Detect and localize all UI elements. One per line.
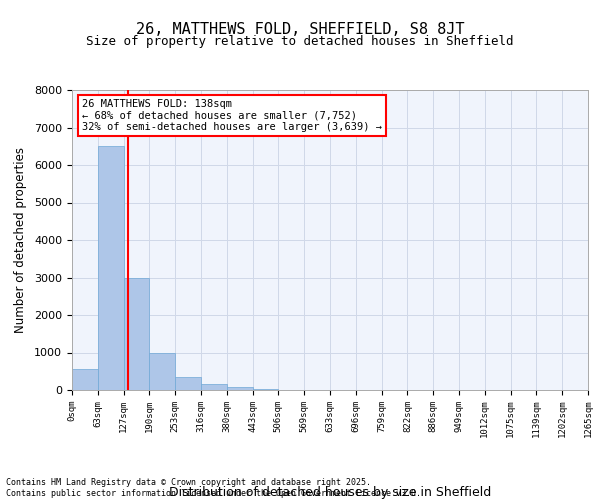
Y-axis label: Number of detached properties: Number of detached properties	[14, 147, 27, 333]
Text: 26 MATTHEWS FOLD: 138sqm
← 68% of detached houses are smaller (7,752)
32% of sem: 26 MATTHEWS FOLD: 138sqm ← 68% of detach…	[82, 99, 382, 132]
Text: Contains HM Land Registry data © Crown copyright and database right 2025.
Contai: Contains HM Land Registry data © Crown c…	[6, 478, 421, 498]
Bar	[253, 389, 278, 390]
Bar	[149, 352, 175, 390]
Bar	[201, 384, 227, 390]
X-axis label: Distribution of detached houses by size in Sheffield: Distribution of detached houses by size …	[169, 486, 491, 499]
Bar	[124, 278, 149, 390]
Bar	[175, 377, 201, 390]
Bar	[72, 370, 98, 390]
Bar	[98, 146, 124, 390]
Text: Size of property relative to detached houses in Sheffield: Size of property relative to detached ho…	[86, 35, 514, 48]
Text: 26, MATTHEWS FOLD, SHEFFIELD, S8 8JT: 26, MATTHEWS FOLD, SHEFFIELD, S8 8JT	[136, 22, 464, 38]
Bar	[227, 387, 253, 390]
